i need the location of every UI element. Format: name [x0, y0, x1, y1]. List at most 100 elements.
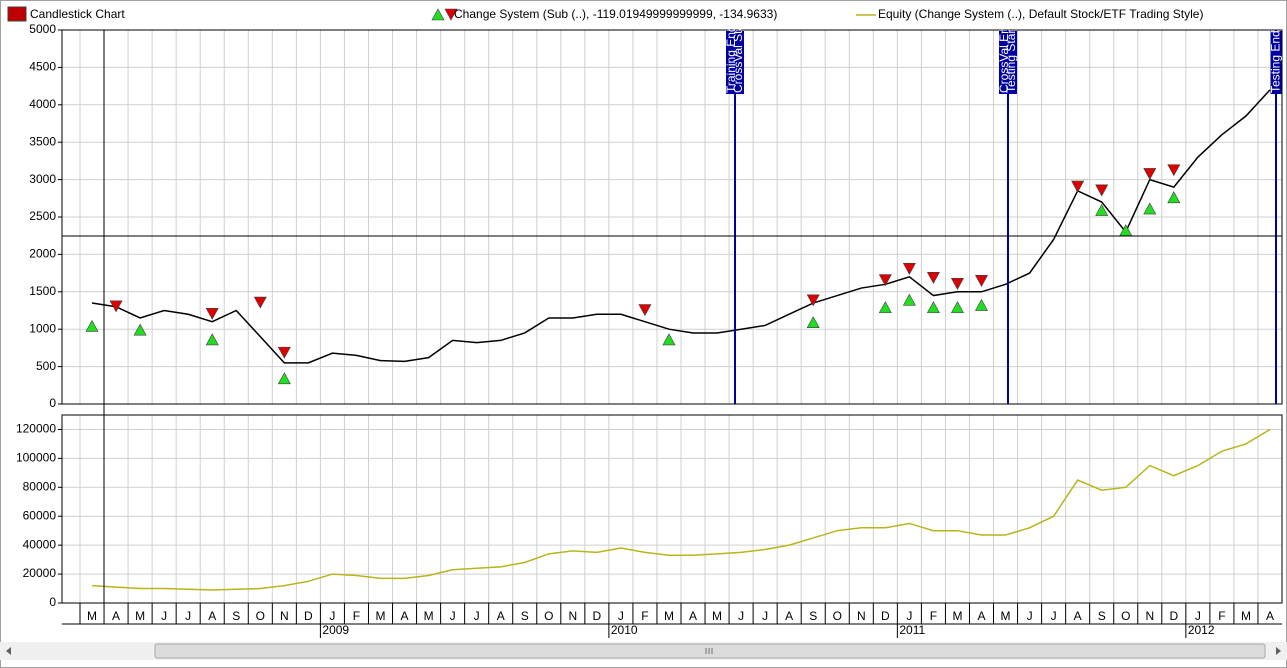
legend-sell	[444, 8, 458, 21]
y-tick-label: 5000	[29, 22, 56, 36]
y-tick-label: 1000	[29, 321, 56, 335]
sell-signal	[902, 263, 916, 275]
series-line	[91, 428, 1271, 591]
plot-border	[61, 29, 1283, 405]
sell-signal	[950, 278, 964, 290]
sell-signal	[205, 307, 219, 320]
sell-signal	[878, 274, 892, 287]
sell-signal	[1095, 184, 1109, 197]
plot-border	[61, 414, 1283, 604]
buy-signal	[974, 298, 989, 311]
x-tick-label: J	[1027, 609, 1033, 623]
x-tick-label: A	[1074, 609, 1082, 623]
annotation-label: Testing Start	[1004, 26, 1018, 93]
x-tick-label: A	[497, 609, 505, 623]
x-tick-label: N	[568, 609, 577, 623]
legend-swatch	[7, 6, 27, 22]
x-tick-label: J	[450, 609, 456, 623]
y-tick-label: 40000	[23, 537, 57, 551]
buy-signal	[85, 319, 99, 332]
annotation-box	[726, 31, 744, 94]
x-tick-label: M	[712, 609, 722, 623]
x-tick-label: F	[641, 609, 648, 623]
buy-signal	[133, 323, 147, 336]
buy-signal	[277, 372, 291, 385]
x-tick-label: A	[208, 609, 216, 623]
sell-signal	[253, 296, 267, 309]
x-tick-label: J	[474, 609, 480, 623]
buy-signal	[1143, 202, 1157, 215]
year-label: 2009	[322, 623, 349, 637]
year-label: 2010	[611, 623, 638, 637]
x-tick-label: N	[1145, 609, 1154, 623]
sell-signal	[806, 294, 820, 307]
scrollbar-thumb[interactable]	[154, 643, 1266, 659]
y-tick-label: 20000	[23, 566, 57, 580]
x-tick-label: O	[1121, 609, 1130, 623]
year-label: 2012	[1188, 623, 1215, 637]
scroll-right-arrow[interactable]	[1276, 647, 1281, 655]
y-tick-label: 2000	[29, 247, 56, 261]
annotation-box	[1270, 31, 1282, 94]
x-tick-label: J	[906, 609, 912, 623]
x-tick-label: J	[762, 609, 768, 623]
x-tick-label: O	[256, 609, 265, 623]
y-tick-label: 60000	[23, 508, 57, 522]
annotation-label: Testing End	[1269, 30, 1283, 93]
x-tick-label: O	[833, 609, 842, 623]
y-tick-label: 100000	[16, 451, 56, 465]
x-tick-label: A	[977, 609, 985, 623]
x-tick-label: J	[185, 609, 191, 623]
legend-buy	[431, 8, 445, 21]
annotation-box	[999, 31, 1017, 94]
y-tick-label: 4000	[29, 97, 56, 111]
x-tick-label: M	[424, 609, 434, 623]
buy-signal	[662, 333, 676, 346]
x-tick-label: O	[544, 609, 553, 623]
sell-signal	[277, 346, 291, 359]
legend-label: Candlestick Chart	[30, 7, 125, 21]
x-tick-label: J	[1051, 609, 1057, 623]
x-tick-label: J	[1195, 609, 1201, 623]
x-tick-label: D	[304, 609, 313, 623]
scroll-left-arrow[interactable]	[6, 647, 11, 655]
y-tick-label: 1500	[29, 284, 56, 298]
buy-signal	[205, 333, 219, 346]
x-tick-label: A	[112, 609, 120, 623]
x-tick-label: M	[664, 609, 674, 623]
x-tick-label: F	[353, 609, 360, 623]
x-tick-label: M	[87, 609, 97, 623]
x-tick-label: J	[329, 609, 335, 623]
buy-signal	[950, 301, 964, 314]
x-tick-label: D	[593, 609, 602, 623]
x-tick-label: M	[376, 609, 386, 623]
y-tick-label: 0	[49, 396, 56, 410]
x-tick-label: M	[135, 609, 145, 623]
x-tick-label: S	[521, 609, 529, 623]
sell-signal	[109, 300, 123, 313]
sell-signal	[1167, 164, 1181, 177]
x-tick-label: A	[1266, 609, 1274, 623]
y-tick-label: 80000	[23, 479, 57, 493]
x-tick-label: A	[689, 609, 697, 623]
x-tick-label: A	[401, 609, 409, 623]
x-tick-label: S	[232, 609, 240, 623]
y-tick-label: 3500	[29, 134, 56, 148]
scrollbar-grip	[705, 648, 713, 654]
y-tick-label: 120000	[16, 422, 56, 436]
buy-signal	[1167, 191, 1181, 204]
y-tick-label: 500	[36, 359, 56, 373]
x-tick-label: M	[1241, 609, 1251, 623]
sell-signal	[974, 275, 989, 287]
plot-area	[62, 415, 1282, 603]
x-tick-label: S	[809, 609, 817, 623]
year-label: 2011	[899, 623, 925, 637]
x-tick-label: F	[930, 609, 937, 623]
x-tick-label: N	[280, 609, 289, 623]
sell-signal	[1143, 168, 1157, 180]
x-tick-label: M	[1001, 609, 1011, 623]
sell-signal	[926, 272, 940, 284]
annotation-label: CrossVal Start	[731, 16, 745, 93]
annotation-label: Training End	[724, 25, 738, 93]
